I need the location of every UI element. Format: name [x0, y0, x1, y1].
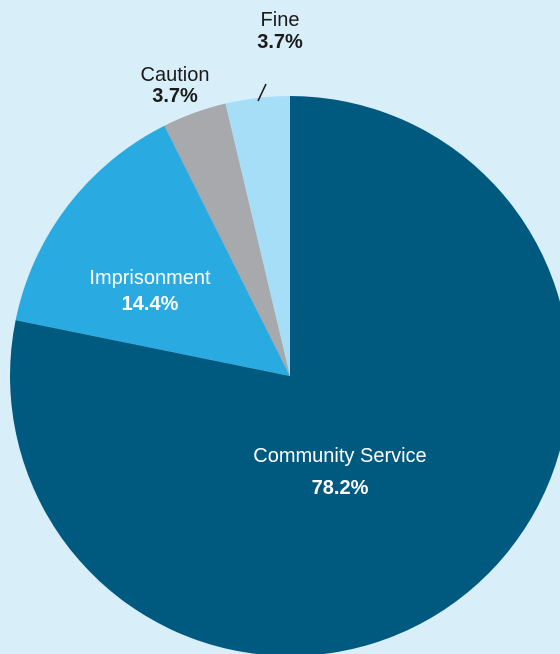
pie-slice-community-service: [10, 96, 560, 654]
pie-slice-fine: [225, 96, 290, 376]
slice-label-community-service: Community Service: [253, 445, 426, 467]
leader-lines-layer: [257, 83, 267, 102]
slice-value-fine: 3.7%: [257, 31, 303, 53]
labels-layer: Community Service 78.2% Imprisonment 14.4% C…: [89, 9, 426, 499]
slice-value-caution: 3.7%: [152, 85, 198, 107]
slices-layer: [10, 96, 560, 654]
leader-line-fine: [257, 83, 267, 102]
slice-value-community-service: 78.2%: [312, 477, 369, 499]
slice-label-fine: Fine: [261, 9, 300, 31]
slice-label-caution: Caution: [141, 64, 210, 86]
pie-slice-imprisonment: [15, 125, 290, 376]
slice-label-imprisonment: Imprisonment: [89, 267, 211, 289]
slice-value-imprisonment: 14.4%: [122, 293, 179, 315]
pie-slice-caution: [164, 103, 290, 376]
